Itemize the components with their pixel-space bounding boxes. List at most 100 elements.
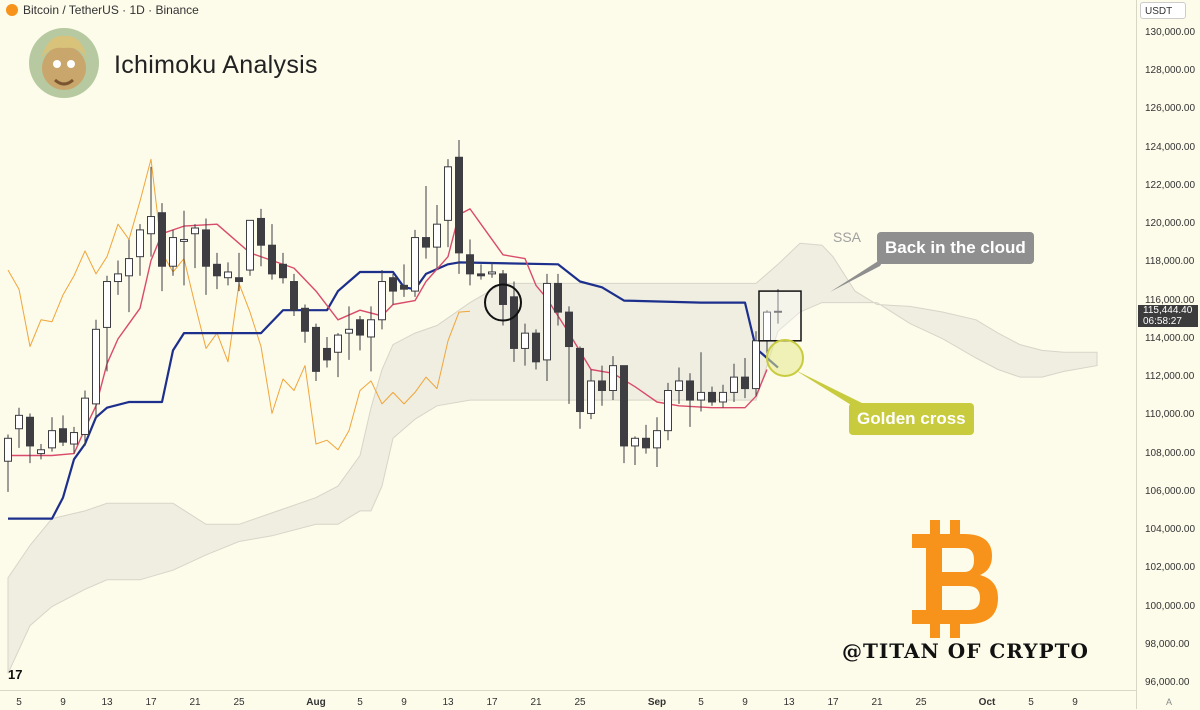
watermark: @TITAN OF CRYPTO: [842, 639, 1089, 663]
time-axis[interactable]: [0, 690, 1136, 710]
time-tick-label: Oct: [978, 697, 996, 708]
bullish-candle: [653, 430, 661, 449]
time-tick-label: 9: [401, 697, 407, 708]
bullish-candle: [4, 437, 12, 462]
bullish-candle: [367, 319, 375, 338]
bullish-candle: [125, 258, 133, 277]
bearish-candle: [510, 296, 518, 349]
bullish-candle: [664, 390, 672, 432]
time-tick-label: 21: [189, 697, 201, 708]
golden-cross-circle: [766, 339, 804, 377]
bullish-candle: [246, 219, 254, 271]
bearish-candle: [158, 212, 166, 267]
bearish-candle: [279, 263, 287, 279]
bearish-candle: [422, 237, 430, 248]
bullish-candle: [411, 237, 419, 292]
bullish-candle: [587, 380, 595, 414]
time-tick-label: 13: [783, 697, 795, 708]
symbol-header[interactable]: Bitcoin / TetherUS · 1D · Binance: [6, 3, 199, 17]
bearish-candle: [268, 244, 276, 275]
bullish-candle: [730, 376, 738, 393]
price-tick-label: 110,000.00: [1145, 409, 1195, 421]
tradingview-logo-icon[interactable]: 17: [8, 667, 23, 682]
bearish-candle: [257, 217, 265, 246]
bullish-candle: [488, 271, 496, 275]
currency-selector[interactable]: USDT: [1140, 2, 1186, 19]
price-tick-label: 116,000.00: [1145, 294, 1195, 306]
author-avatar: [29, 28, 99, 98]
price-tick-label: 104,000.00: [1145, 524, 1196, 536]
bitcoin-logo-icon: [912, 520, 998, 638]
bullish-candle: [609, 365, 617, 392]
bullish-candle: [378, 281, 386, 321]
bullish-candle: [444, 166, 452, 221]
bullish-candle: [334, 334, 342, 353]
bearish-candle: [312, 326, 320, 372]
time-tick-label: 13: [442, 697, 454, 708]
bearish-candle: [301, 307, 309, 332]
time-tick-label: 17: [486, 697, 498, 708]
bearish-candle: [455, 156, 463, 254]
back-in-cloud-box: [758, 290, 802, 342]
bearish-candle: [642, 437, 650, 449]
ssa-label: SSA: [833, 229, 862, 245]
bullish-candle: [180, 238, 188, 242]
bearish-candle: [389, 277, 397, 292]
time-tick-label: 5: [1028, 697, 1034, 708]
price-tick-label: 126,000.00: [1145, 103, 1196, 115]
bearish-candle: [290, 281, 298, 311]
bullish-candle: [543, 282, 551, 361]
symbol-text: Bitcoin / TetherUS · 1D · Binance: [23, 3, 199, 17]
price-tick-label: 124,000.00: [1145, 141, 1196, 153]
bearish-candle: [202, 229, 210, 267]
time-tick-label: 9: [1072, 697, 1078, 708]
bullish-candle: [191, 227, 199, 235]
time-tick-label: 17: [145, 697, 157, 708]
price-tick-label: 130,000.00: [1145, 27, 1196, 38]
bullish-candle: [675, 380, 683, 391]
bearish-candle: [565, 311, 573, 348]
bearish-candle: [59, 428, 67, 443]
time-tick-label: 13: [101, 697, 113, 708]
bullish-candle: [92, 328, 100, 405]
bullish-candle: [345, 328, 353, 334]
time-tick-label: 21: [871, 697, 883, 708]
bearish-candle: [323, 347, 331, 361]
price-tick-label: 106,000.00: [1145, 485, 1196, 497]
price-axis[interactable]: [1136, 0, 1200, 709]
time-tick-label: 17: [827, 697, 839, 708]
bearish-candle: [213, 263, 221, 277]
bullish-candle: [70, 432, 78, 445]
time-tick-label: 25: [574, 697, 586, 708]
time-tick-label: 9: [742, 697, 748, 708]
bearish-candle: [576, 347, 584, 413]
countdown-value: 06:58:27: [1143, 316, 1182, 327]
price-tick-label: 102,000.00: [1145, 562, 1196, 574]
bearish-candle: [400, 284, 408, 290]
bullish-candle: [521, 332, 529, 349]
bearish-candle: [477, 273, 485, 277]
price-tick-label: 108,000.00: [1145, 447, 1196, 459]
bullish-candle: [37, 449, 45, 455]
bearish-candle: [598, 380, 606, 391]
back-in-cloud-pointer: [830, 256, 886, 292]
time-tick-label: 21: [530, 697, 542, 708]
bearish-candle: [741, 376, 749, 390]
bullish-candle: [719, 391, 727, 403]
bearish-candle: [532, 332, 540, 363]
price-tick-label: 112,000.00: [1145, 371, 1195, 383]
bearish-candle: [26, 416, 34, 447]
time-tick-label: 25: [233, 697, 245, 708]
bullish-candle: [697, 391, 705, 401]
bullish-candle: [15, 414, 23, 430]
bullish-candle: [631, 437, 639, 447]
bearish-candle: [686, 380, 694, 401]
kijun-sen-line: [8, 261, 779, 520]
bullish-candle: [224, 271, 232, 279]
time-tick-label: Sep: [647, 697, 667, 708]
chart-title: Ichimoku Analysis: [114, 51, 318, 79]
bullish-candle: [147, 216, 155, 235]
price-tick-label: 98,000.00: [1145, 638, 1190, 650]
bullish-candle: [136, 229, 144, 258]
auto-scale-button[interactable]: A: [1166, 697, 1173, 707]
